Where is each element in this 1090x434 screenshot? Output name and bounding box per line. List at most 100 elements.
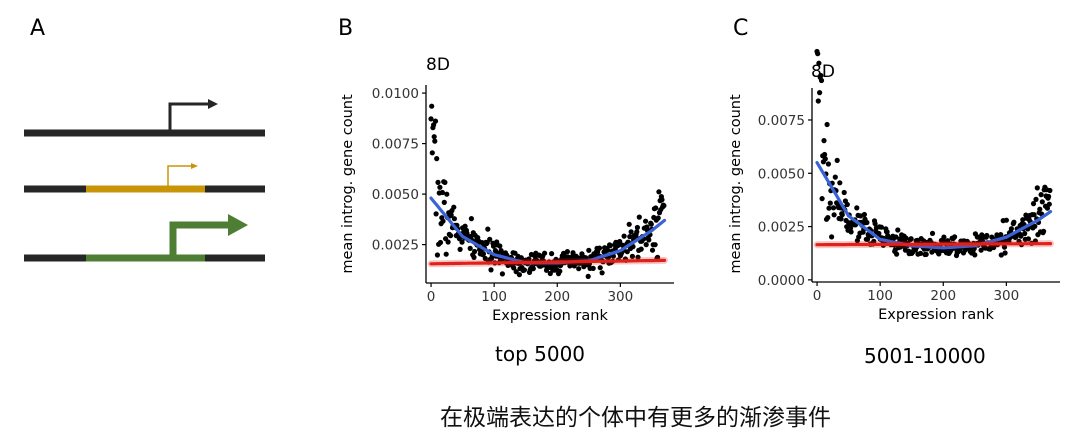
chart-c-point (1011, 219, 1017, 225)
chart-b-title: 8D (426, 55, 450, 75)
chart-b-point (605, 247, 611, 253)
chart-b-point (435, 179, 441, 185)
chart-b-point (627, 234, 633, 240)
chart-c-point (1018, 233, 1024, 239)
chart-b-point (468, 233, 474, 240)
chart-b-point (648, 221, 654, 227)
chart-c-point (826, 205, 832, 211)
chart-c-point (822, 156, 828, 162)
chart-b-point (443, 251, 449, 257)
chart-c-point (830, 205, 837, 211)
chart-b-point (468, 216, 474, 222)
chart-b-y-tick-label: 0.0050 (372, 187, 419, 203)
chart-b-x-tick-label: 300 (607, 289, 633, 305)
chart-b-point (440, 218, 446, 224)
chart-c-point (1037, 206, 1043, 212)
chart-c-point (825, 215, 831, 221)
chart-b-point (549, 251, 555, 257)
panel-label-b: B (338, 16, 354, 41)
chart-c-point (941, 234, 947, 240)
chart-c-point (825, 161, 832, 167)
chart-b-point (621, 233, 627, 239)
chart-c-point (818, 72, 824, 79)
chart-b-point (643, 218, 649, 224)
chart-c-point (872, 221, 878, 227)
chart-c-point (978, 247, 984, 253)
chart-c-point (878, 224, 885, 230)
chart-b-point (628, 229, 634, 235)
chart-b-point (596, 245, 603, 251)
chart-b-point (599, 270, 605, 276)
chart-c-y-axis-label: mean introg. gene count (728, 94, 744, 274)
chart-c-title: 8D (811, 62, 835, 82)
chart-c-point (871, 238, 877, 244)
chart-b-point (437, 184, 443, 190)
chart-c-point (848, 229, 854, 235)
chart-c-x-axis-label: Expression rank (878, 307, 994, 323)
chart-b-y-tick-label: 0.0075 (372, 137, 419, 153)
chart-b-point (643, 242, 649, 248)
chart-b-point (497, 243, 503, 249)
chart-c-point (991, 244, 997, 251)
chart-b-point (487, 236, 493, 242)
chart-c-point (841, 189, 847, 196)
chart-c-point (1022, 230, 1028, 237)
chart-c-point (816, 60, 822, 66)
chart-c-point (1008, 226, 1015, 232)
chart-b-y-axis-label: mean introg. gene count (340, 94, 356, 274)
chart-b-point (638, 246, 644, 252)
chart-b-point (467, 245, 473, 251)
chart-c-point (1044, 205, 1050, 211)
subtitle-c: 5001-10000 (864, 344, 986, 368)
chart-c-point (1039, 199, 1045, 205)
chart-b-point (444, 191, 450, 197)
chart-c-point (1002, 250, 1008, 256)
chart-c-point (827, 200, 833, 206)
chart-b-point (457, 246, 463, 252)
chart-c-point (1034, 185, 1040, 191)
chart-b-point (617, 238, 623, 245)
chart-b-point (586, 247, 592, 253)
chart-b-point (471, 254, 477, 260)
chart-c-point (952, 234, 958, 240)
chart-b-point (432, 118, 439, 124)
chart-c-point (837, 180, 843, 186)
chart-c-point (861, 211, 868, 218)
chart-c-point (1046, 193, 1052, 200)
figure-caption: 在极端表达的个体中有更多的渐渗事件 (440, 405, 831, 431)
chart-b-point (624, 249, 630, 255)
chart-b-point (433, 211, 439, 217)
chart-c-point (821, 138, 827, 144)
chart-b-point (488, 267, 494, 273)
chart-c-point (815, 51, 821, 57)
chart-b-point (511, 265, 517, 271)
chart-b-point (456, 236, 462, 242)
chart-c-point (1025, 236, 1031, 242)
chart-b-y-tick-label: 0.0100 (372, 86, 419, 102)
chart-b-point (564, 249, 571, 255)
chart-b-point (655, 254, 661, 260)
chart-c-point (1041, 228, 1047, 234)
chart-c-point (1031, 212, 1037, 218)
chart-c-point (864, 219, 870, 226)
chart-b-point (499, 271, 505, 277)
chart-b-x-tick-label: 100 (481, 289, 507, 305)
chart-b-point (441, 199, 447, 205)
chart-c-point (929, 230, 936, 236)
chart-c-y-tick-label: 0.0075 (758, 113, 805, 129)
chart-c-quadratic-fit-line (815, 161, 1053, 250)
chart-b-point (607, 243, 613, 249)
chart-c-point (844, 201, 850, 208)
chart-b-point (659, 197, 665, 203)
chart-b-point (437, 239, 444, 246)
chart-c-point (1033, 196, 1039, 202)
chart-c-point (832, 174, 838, 180)
subtitle-b: top 5000 (495, 342, 586, 366)
chart-c-x-tick-label: 0 (813, 288, 822, 304)
chart-b-point (530, 266, 536, 272)
chart-b-point (526, 256, 532, 262)
chart-c-point (831, 212, 837, 218)
chart-c-point (917, 250, 924, 256)
chart-c-x-tick-label: 200 (930, 288, 956, 304)
